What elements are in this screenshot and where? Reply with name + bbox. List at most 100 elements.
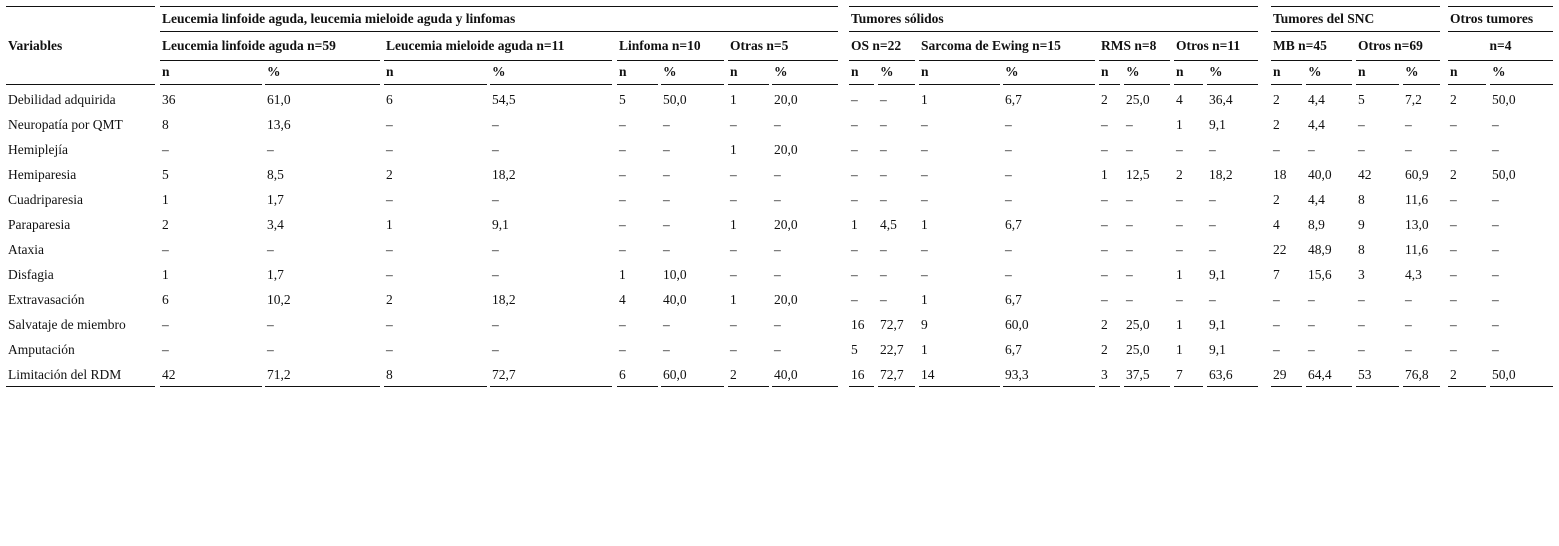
cell: 2 xyxy=(1450,367,1457,382)
cell: – xyxy=(1450,342,1457,357)
cell: – xyxy=(162,242,169,257)
row-label: Disfagia xyxy=(8,267,54,282)
column-header: % xyxy=(663,64,677,79)
rule xyxy=(728,386,769,387)
column-header: n xyxy=(162,64,170,79)
cell: 4 xyxy=(1176,92,1183,107)
cell: 3 xyxy=(1358,267,1365,282)
cell: 1 xyxy=(921,292,928,307)
rule xyxy=(6,386,155,387)
cell: – xyxy=(774,267,781,282)
cell: – xyxy=(267,242,274,257)
cell: 22 xyxy=(1273,242,1287,257)
cell: – xyxy=(1492,317,1499,332)
cell: 15,6 xyxy=(1308,267,1332,282)
cell: – xyxy=(851,92,858,107)
column-header: % xyxy=(267,64,281,79)
column-header: n xyxy=(1450,64,1458,79)
cell: 2 xyxy=(1176,167,1183,182)
cell: – xyxy=(1450,242,1457,257)
cell: 40,0 xyxy=(663,292,687,307)
cell: 1 xyxy=(1101,167,1108,182)
cell: – xyxy=(267,342,274,357)
cell: – xyxy=(1450,317,1457,332)
rule xyxy=(1356,84,1399,85)
cell: – xyxy=(663,192,670,207)
cell: – xyxy=(386,242,393,257)
rule xyxy=(1174,386,1203,387)
rule xyxy=(919,60,1095,61)
cell: 9,1 xyxy=(1209,342,1226,357)
cell: 37,5 xyxy=(1126,367,1150,382)
cell: – xyxy=(921,192,928,207)
cell: – xyxy=(1405,142,1412,157)
cell: – xyxy=(267,317,274,332)
row-label: Paraparesia xyxy=(8,217,71,232)
rule xyxy=(1124,84,1170,85)
cell: 2 xyxy=(1450,167,1457,182)
cell: 54,5 xyxy=(492,92,516,107)
cell: 1 xyxy=(386,217,393,232)
cell: 25,0 xyxy=(1126,342,1150,357)
row-label: Neuropatía por QMT xyxy=(8,117,123,132)
cell: 6,7 xyxy=(1005,217,1022,232)
cell: 6 xyxy=(619,367,626,382)
column-header: % xyxy=(1492,64,1506,79)
cell: – xyxy=(1101,267,1108,282)
cell: 8 xyxy=(162,117,169,132)
cell: – xyxy=(1492,267,1499,282)
cell: 18,2 xyxy=(1209,167,1233,182)
cell: – xyxy=(1273,317,1280,332)
column-header: n xyxy=(619,64,627,79)
cell: – xyxy=(774,117,781,132)
cell: – xyxy=(880,242,887,257)
cell: – xyxy=(1005,167,1012,182)
cell: 13,0 xyxy=(1405,217,1429,232)
cell: – xyxy=(492,242,499,257)
cell: – xyxy=(730,342,737,357)
subgroup-header: Leucemia linfoide aguda n=59 xyxy=(162,38,336,53)
cell: – xyxy=(663,242,670,257)
cell: 1 xyxy=(851,217,858,232)
rule xyxy=(617,84,658,85)
cell: 9,1 xyxy=(1209,317,1226,332)
cell: – xyxy=(921,117,928,132)
cell: 11,6 xyxy=(1405,242,1429,257)
rule xyxy=(490,386,612,387)
cell: 4,5 xyxy=(880,217,897,232)
cell: – xyxy=(730,267,737,282)
cell: 60,9 xyxy=(1405,167,1429,182)
rule xyxy=(1403,84,1440,85)
rule xyxy=(617,60,724,61)
cell: 20,0 xyxy=(774,142,798,157)
rule xyxy=(1448,386,1486,387)
rule xyxy=(1124,386,1170,387)
cell: 20,0 xyxy=(774,292,798,307)
cell: 8,5 xyxy=(267,167,284,182)
rule xyxy=(1099,386,1120,387)
cell: 6 xyxy=(386,92,393,107)
cell: 2 xyxy=(386,167,393,182)
cell: – xyxy=(774,242,781,257)
cell: – xyxy=(1101,142,1108,157)
cell: 1 xyxy=(730,92,737,107)
cell: 42 xyxy=(1358,167,1372,182)
rule xyxy=(849,84,874,85)
row-label: Amputación xyxy=(8,342,75,357)
cell: – xyxy=(730,192,737,207)
rule xyxy=(1403,386,1440,387)
rule xyxy=(1306,386,1352,387)
column-header: % xyxy=(1209,64,1223,79)
cell: 2 xyxy=(1101,342,1108,357)
cell: – xyxy=(1358,142,1365,157)
cell: – xyxy=(492,142,499,157)
cell: 1 xyxy=(730,217,737,232)
cell: 63,6 xyxy=(1209,367,1233,382)
rule xyxy=(849,60,915,61)
cell: – xyxy=(921,142,928,157)
cell: – xyxy=(663,117,670,132)
cell: 20,0 xyxy=(774,217,798,232)
cell: – xyxy=(1176,242,1183,257)
cell: 76,8 xyxy=(1405,367,1429,382)
cell: 93,3 xyxy=(1005,367,1029,382)
